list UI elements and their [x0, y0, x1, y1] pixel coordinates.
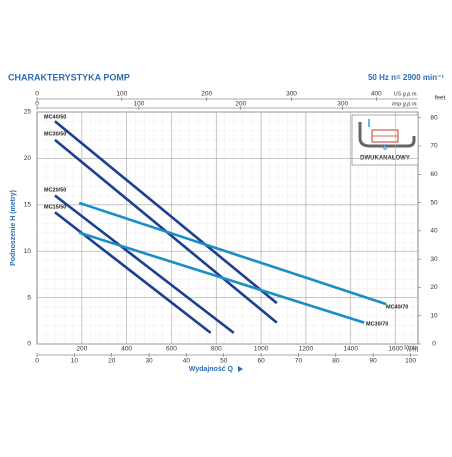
tick-label: 100: [116, 91, 127, 98]
series-label: MC30/70: [366, 321, 388, 327]
tick-label: 60: [258, 358, 266, 365]
x-tick-label: 1600: [388, 346, 403, 353]
y2-unit: feet: [435, 95, 446, 102]
y-axis-title: Podnoszenie H (metry): [10, 190, 17, 266]
axis-unit: Imp g.p.m.: [392, 101, 418, 107]
chart-subtitle: 50 Hz n= 2900 min⁻¹: [368, 73, 444, 82]
tick-label: 300: [337, 101, 348, 108]
y2-tick-label: 10: [430, 312, 438, 319]
y2-tick-label: 20: [430, 284, 438, 291]
series-label: MC40/50: [44, 114, 66, 120]
y-tick-label: 5: [27, 294, 31, 301]
tick-label: 0: [35, 91, 39, 98]
x-tick-label: 400: [121, 346, 132, 353]
tick-label: 400: [371, 91, 382, 98]
y2-tick-label: 0: [432, 341, 436, 348]
tick-label: 100: [405, 358, 416, 365]
tick-label: 20: [108, 358, 116, 365]
series-label: MC40/70: [386, 304, 408, 310]
tick-label: 10: [71, 358, 79, 365]
axis-unit: m³/h: [407, 347, 418, 353]
y2-tick-label: 50: [430, 199, 438, 206]
tick-label: 0: [35, 358, 39, 365]
y-tick-label: 20: [24, 155, 32, 162]
tick-label: 70: [295, 358, 303, 365]
line: [54, 194, 235, 334]
y-tick-label: 0: [27, 341, 31, 348]
tick-label: 300: [286, 91, 297, 98]
tick-label: 40: [183, 358, 191, 365]
x-tick-label: 200: [76, 346, 87, 353]
tick-label: 50: [220, 358, 228, 365]
tick-label: 90: [370, 358, 378, 365]
tick-label: 200: [201, 91, 212, 98]
series-label: MC15/50: [44, 204, 66, 210]
inset: DWUKANAŁOWY: [351, 114, 419, 166]
line: [78, 231, 365, 324]
tick-label: 30: [145, 358, 153, 365]
x-tick-label: 1400: [344, 346, 359, 353]
tick-label: 100: [133, 101, 144, 108]
y2-tick-label: 60: [430, 171, 438, 178]
arrow: [238, 366, 243, 372]
x-unit: l/min: [404, 345, 418, 352]
tick-label: 0: [35, 101, 39, 108]
y-tick-label: 25: [24, 109, 32, 116]
y-tick-label: 10: [24, 248, 32, 255]
y2-tick-label: 30: [430, 256, 438, 263]
y2-tick-label: 80: [430, 114, 438, 121]
y2-tick-label: 70: [430, 143, 438, 150]
x-axis-title: Wydajność Q: [189, 366, 234, 373]
y-tick-label: 15: [24, 202, 32, 209]
x-tick-label: 1000: [254, 346, 269, 353]
axis-unit: US g.p.m.: [394, 91, 418, 97]
x-tick-label: 800: [211, 346, 222, 353]
x-tick-label: 600: [166, 346, 177, 353]
x-tick-label: 1200: [299, 346, 314, 353]
line: [54, 120, 278, 305]
tick-label: 80: [332, 358, 340, 365]
chart-title: CHARAKTERYSTYKA POMP: [8, 72, 130, 82]
tick-label: 200: [235, 101, 246, 108]
series-label: MC30/50: [44, 131, 66, 137]
series-label: MC20/50: [44, 187, 66, 193]
y2-tick-label: 40: [430, 228, 438, 235]
line: [78, 201, 387, 306]
